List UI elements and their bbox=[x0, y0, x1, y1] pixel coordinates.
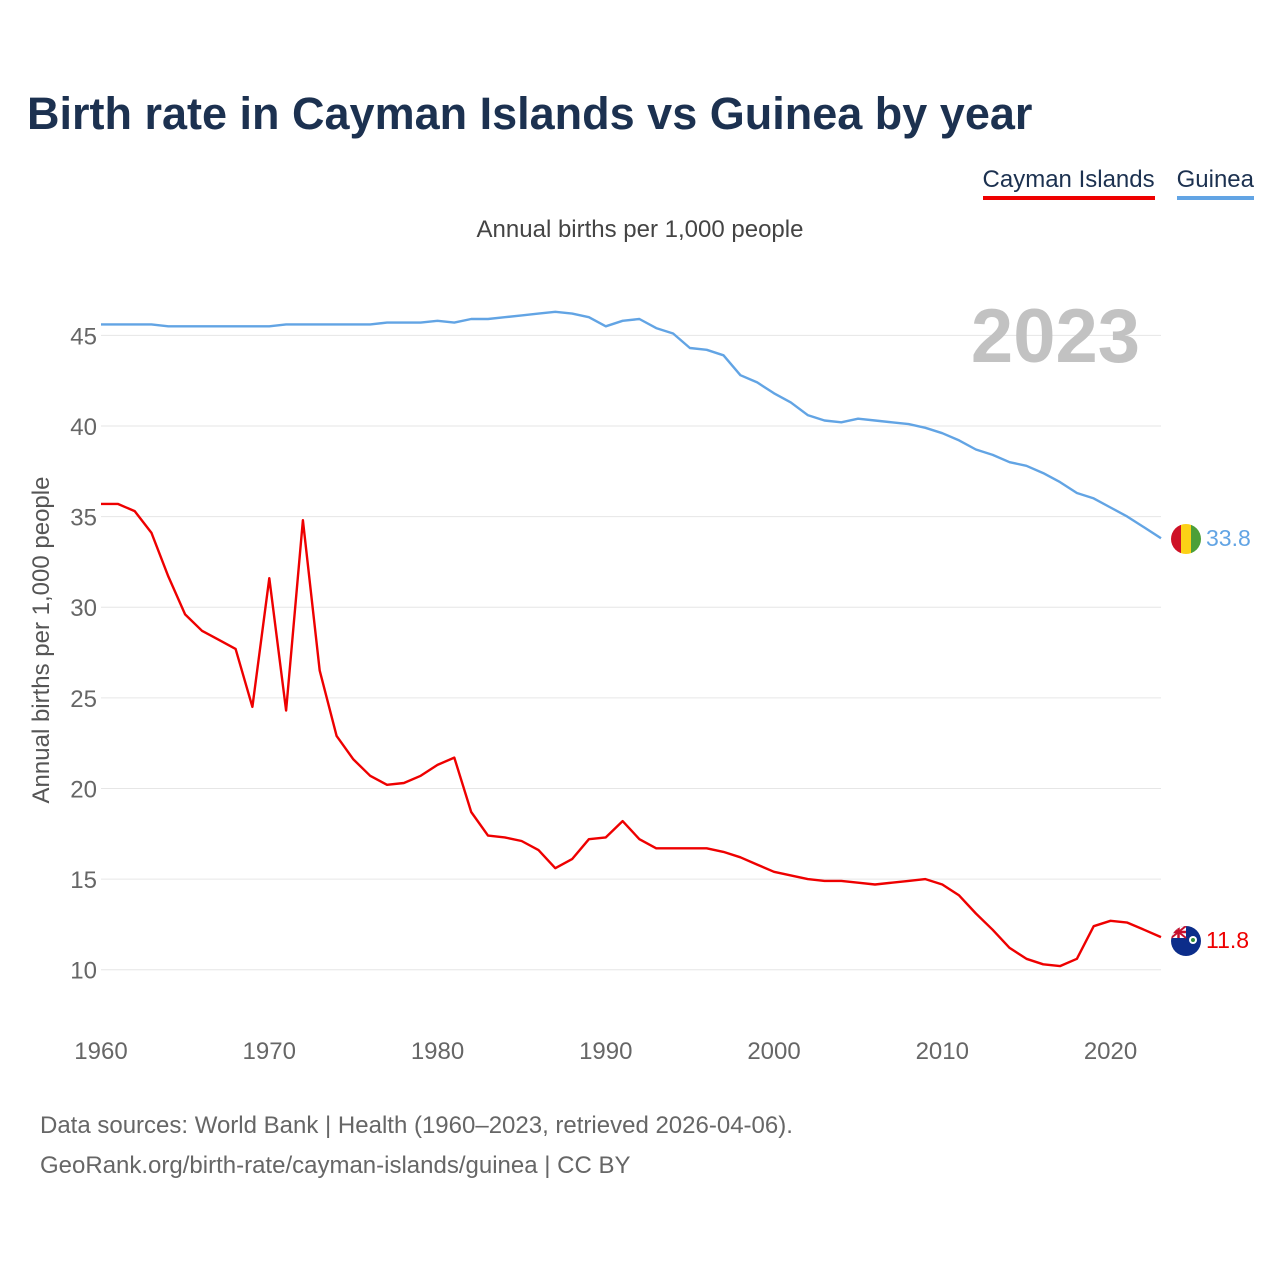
chart-subtitle: Annual births per 1,000 people bbox=[476, 216, 804, 243]
legend: Cayman Islands Guinea bbox=[982, 166, 1254, 200]
y-tick-labels: 10 15 20 25 30 35 40 45 bbox=[70, 323, 97, 984]
end-label-cayman-islands: 11.8 bbox=[1206, 927, 1249, 953]
x-tick-1960: 1960 bbox=[74, 1038, 127, 1065]
x-tick-2020: 2020 bbox=[1084, 1038, 1137, 1065]
series-lines bbox=[101, 310, 1162, 968]
y-tick-10: 10 bbox=[70, 958, 97, 985]
x-tick-2000: 2000 bbox=[747, 1038, 800, 1065]
year-overlay: 2023 bbox=[971, 294, 1140, 379]
y-tick-45: 45 bbox=[70, 323, 97, 350]
legend-item-guinea[interactable]: Guinea bbox=[1176, 166, 1254, 200]
source-text: Data sources: World Bank | Health (1960–… bbox=[40, 1112, 793, 1139]
grid-lines bbox=[101, 334, 1161, 971]
series-line-guinea[interactable] bbox=[101, 310, 1162, 540]
legend-item-cayman-islands[interactable]: Cayman Islands bbox=[982, 166, 1155, 200]
y-tick-40: 40 bbox=[70, 414, 97, 441]
end-label-guinea: 33.8 bbox=[1206, 525, 1251, 551]
y-tick-30: 30 bbox=[70, 595, 97, 622]
source-footer: Data sources: World Bank | Health (1960–… bbox=[40, 1106, 793, 1186]
cayman-islands-flag-icon bbox=[1171, 926, 1201, 956]
series-line-cayman-islands[interactable] bbox=[101, 502, 1162, 968]
y-tick-25: 25 bbox=[70, 686, 97, 713]
x-tick-1990: 1990 bbox=[579, 1038, 632, 1065]
y-tick-35: 35 bbox=[70, 505, 97, 532]
x-tick-labels: 1960 1970 1980 1990 2000 2010 2020 bbox=[74, 1038, 1137, 1065]
chart-svg: 10 15 20 25 30 35 40 45 1960 1970 1980 1990 2000 201… bbox=[70, 294, 1251, 1065]
y-tick-15: 15 bbox=[70, 867, 97, 894]
x-tick-2010: 2010 bbox=[916, 1038, 969, 1065]
x-tick-1980: 1980 bbox=[411, 1038, 464, 1065]
chart-title: Birth rate in Cayman Islands vs Guinea b… bbox=[27, 88, 1033, 139]
y-tick-20: 20 bbox=[70, 776, 97, 803]
end-markers: 33.8 11.8 bbox=[1171, 524, 1251, 956]
source-url[interactable]: GeoRank.org/birth-rate/cayman-islands/gu… bbox=[40, 1152, 631, 1179]
guinea-flag-icon bbox=[1171, 524, 1201, 554]
x-tick-1970: 1970 bbox=[243, 1038, 296, 1065]
